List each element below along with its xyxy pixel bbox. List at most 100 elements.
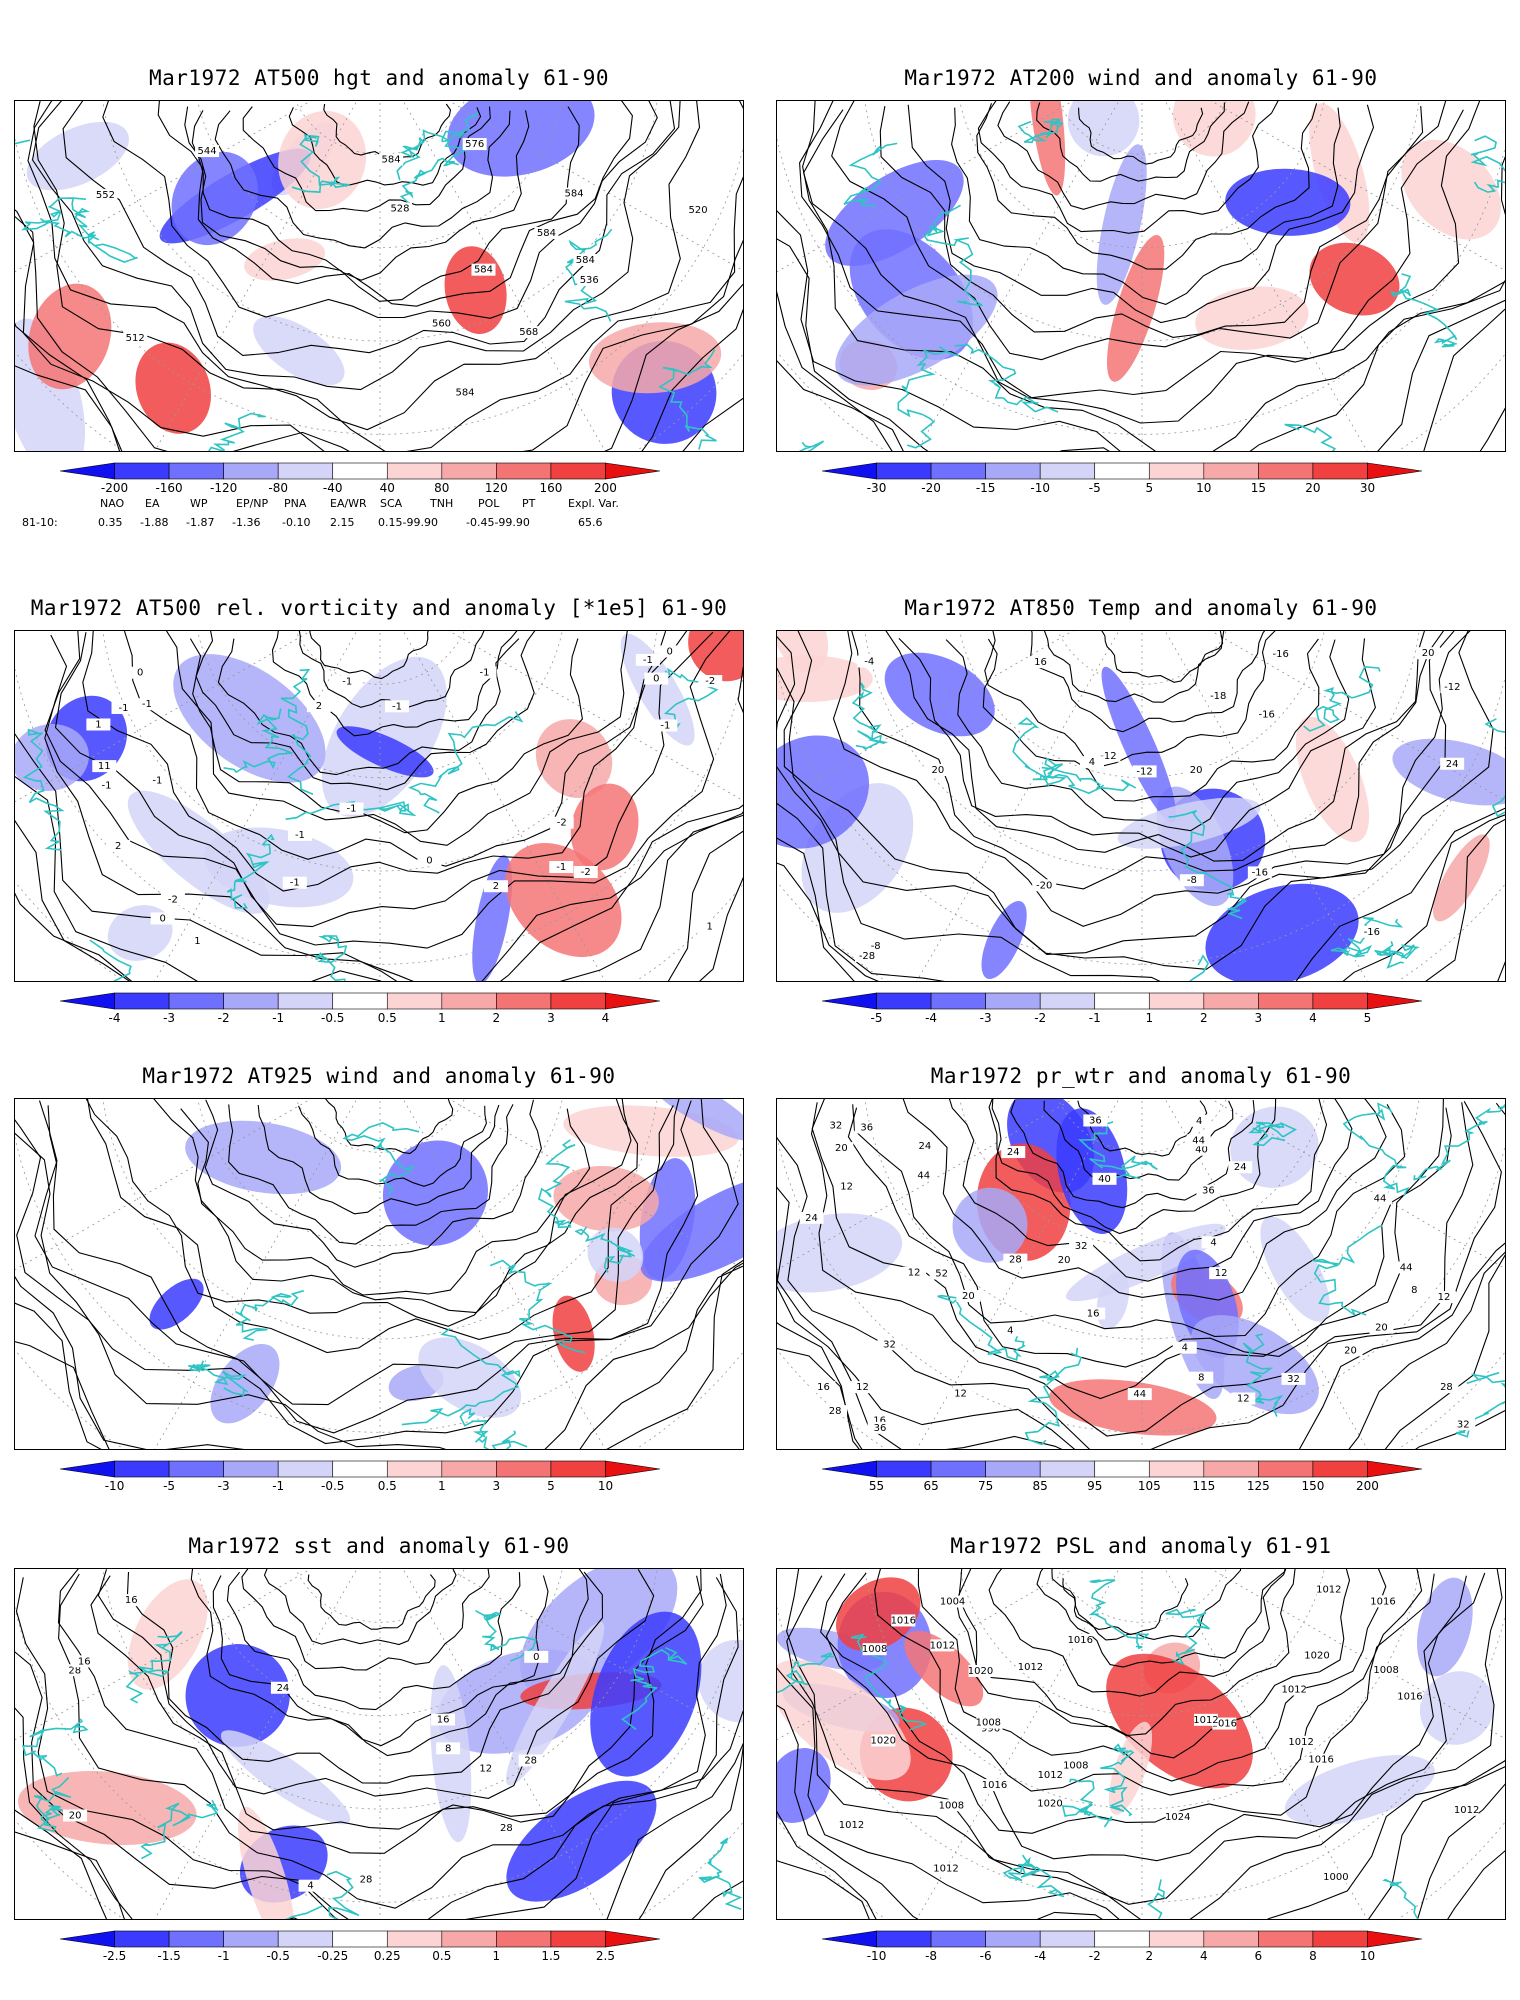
contour-label: 1012 [839, 1820, 864, 1831]
contour-label: 584 [455, 387, 474, 398]
colorbar-segment [496, 992, 552, 1010]
anomaly-region [1401, 139, 1502, 240]
contour-line [777, 101, 1505, 451]
coastline [698, 1837, 743, 1910]
colorbar-tick-label: -5 [870, 1011, 883, 1025]
coastline [89, 939, 132, 981]
contour-line [777, 104, 1505, 451]
colorbar-tick-label: 3 [547, 1011, 555, 1025]
anomaly-region [570, 783, 639, 871]
contour-line [263, 1569, 457, 1646]
colorbar-tick-label: 1 [492, 1949, 501, 1963]
contour-label: 28 [500, 1823, 513, 1834]
coastline [777, 1652, 836, 1717]
contour-line [298, 631, 486, 708]
colorbar-tick-label: 3 [492, 1479, 501, 1493]
colorbar-segment [1094, 1460, 1150, 1478]
coastline [285, 800, 417, 820]
contour-label: 12 [954, 1389, 967, 1400]
contour-label: 1 [95, 720, 101, 731]
contour-line [811, 1099, 1444, 1400]
colorbar-tick-label: 150 [1301, 1479, 1325, 1493]
colorbar-tick-label: -2.5 [102, 1949, 127, 1963]
anomaly-region [127, 790, 270, 914]
coastline [1078, 1121, 1158, 1180]
polar-map [777, 101, 1505, 451]
anomaly-region [171, 151, 258, 246]
contour-label: 584 [576, 255, 595, 266]
colorbar-tick-label: 5 [547, 1479, 555, 1493]
colorbar-tick-label: -2 [1034, 1011, 1047, 1025]
map-plot-area: 28 32 4 4 4 8 4 16 44 28 36 20 12 24 20 40 32 36 44 20 16 12 8… [776, 1098, 1506, 1450]
contour-label: -12 [1100, 751, 1116, 762]
contour-label: 1012 [1316, 1584, 1341, 1595]
teleconnection-header: TNH [430, 497, 454, 510]
contour-label: 1020 [871, 1735, 896, 1746]
contour-line [157, 101, 633, 307]
anomaly-region [590, 1611, 702, 1777]
colorbar-segment [114, 462, 170, 480]
contour-label: -1 [556, 862, 566, 873]
contour-label: 1 [706, 922, 712, 933]
coastline [140, 1799, 219, 1860]
contour-label: -1 [119, 703, 129, 714]
coastline [1413, 1102, 1505, 1181]
contour-line [15, 1099, 743, 1449]
contour-line [874, 1569, 1423, 1796]
polar-map: 2832444841644283620122420403236442016128… [777, 1099, 1505, 1449]
colorbar-tick-label: -4 [108, 1011, 121, 1025]
coastline [1088, 1579, 1149, 1650]
contour-label: -2 [168, 894, 178, 905]
contour-label: 552 [96, 190, 115, 201]
coastline [658, 349, 717, 450]
contour-label: -4 [864, 656, 874, 667]
contour-label: 12 [1215, 1268, 1228, 1279]
colorbar-segment [1312, 1930, 1368, 1948]
colorbar-segment [223, 462, 279, 480]
colorbar-tick-label: -1 [1088, 1011, 1101, 1025]
coastline [482, 1430, 531, 1449]
contour-line [997, 101, 1250, 210]
coastline [937, 1293, 1026, 1361]
colorbar-tick-label: 1 [437, 1479, 446, 1493]
colorbar-tick-label: 125 [1246, 1479, 1270, 1493]
map-plot-area: 28 28 0 4 8 12 16 16 16 20 24 28 28 [14, 1568, 744, 1920]
colorbar-tick-label: 65 [923, 1479, 939, 1493]
colorbar-tick-label: -3 [163, 1011, 176, 1025]
coastline [125, 1631, 183, 1704]
coastline [1342, 1102, 1410, 1197]
coastline [1032, 757, 1137, 795]
anomaly-region [17, 1771, 197, 1845]
coastline [22, 1718, 89, 1777]
colorbar-segment [1148, 462, 1205, 480]
coastline [1303, 665, 1381, 732]
contour-line [786, 1569, 1503, 1919]
colorbar-tick-label: 105 [1137, 1479, 1161, 1493]
anomaly-region [185, 1120, 342, 1195]
contour-line [15, 1577, 739, 1919]
contour-label: 12 [856, 1382, 869, 1393]
contour-label: 2 [316, 701, 322, 712]
colorbar-segment [386, 1930, 443, 1948]
colorbar [59, 1930, 700, 1952]
contour-line [307, 1574, 436, 1630]
coastline [1330, 916, 1404, 958]
colorbar-segment [876, 462, 932, 480]
anomaly-region [447, 101, 595, 177]
coastline [1131, 1879, 1175, 1919]
contour-label: -18 [1210, 691, 1226, 702]
map-plot-area [14, 1098, 744, 1450]
colorbar-segment [277, 1930, 334, 1948]
colorbar-tick-label: -2 [1088, 1949, 1101, 1963]
contour-label: 8 [445, 1743, 451, 1754]
contour-label: -16 [1364, 927, 1380, 938]
contour-line [15, 1099, 739, 1445]
colorbar-segment [496, 462, 552, 480]
polar-map: -2-21-1 2-11 -1-22-1100-1-211-10-120-1-1-1… [15, 631, 743, 981]
contour-line [849, 631, 1449, 890]
colorbar-tick-label: 10 [597, 1479, 614, 1493]
coastline [401, 1327, 521, 1426]
coastline [226, 833, 275, 909]
coastline [21, 197, 100, 241]
contour-label: 36 [1089, 1115, 1102, 1126]
